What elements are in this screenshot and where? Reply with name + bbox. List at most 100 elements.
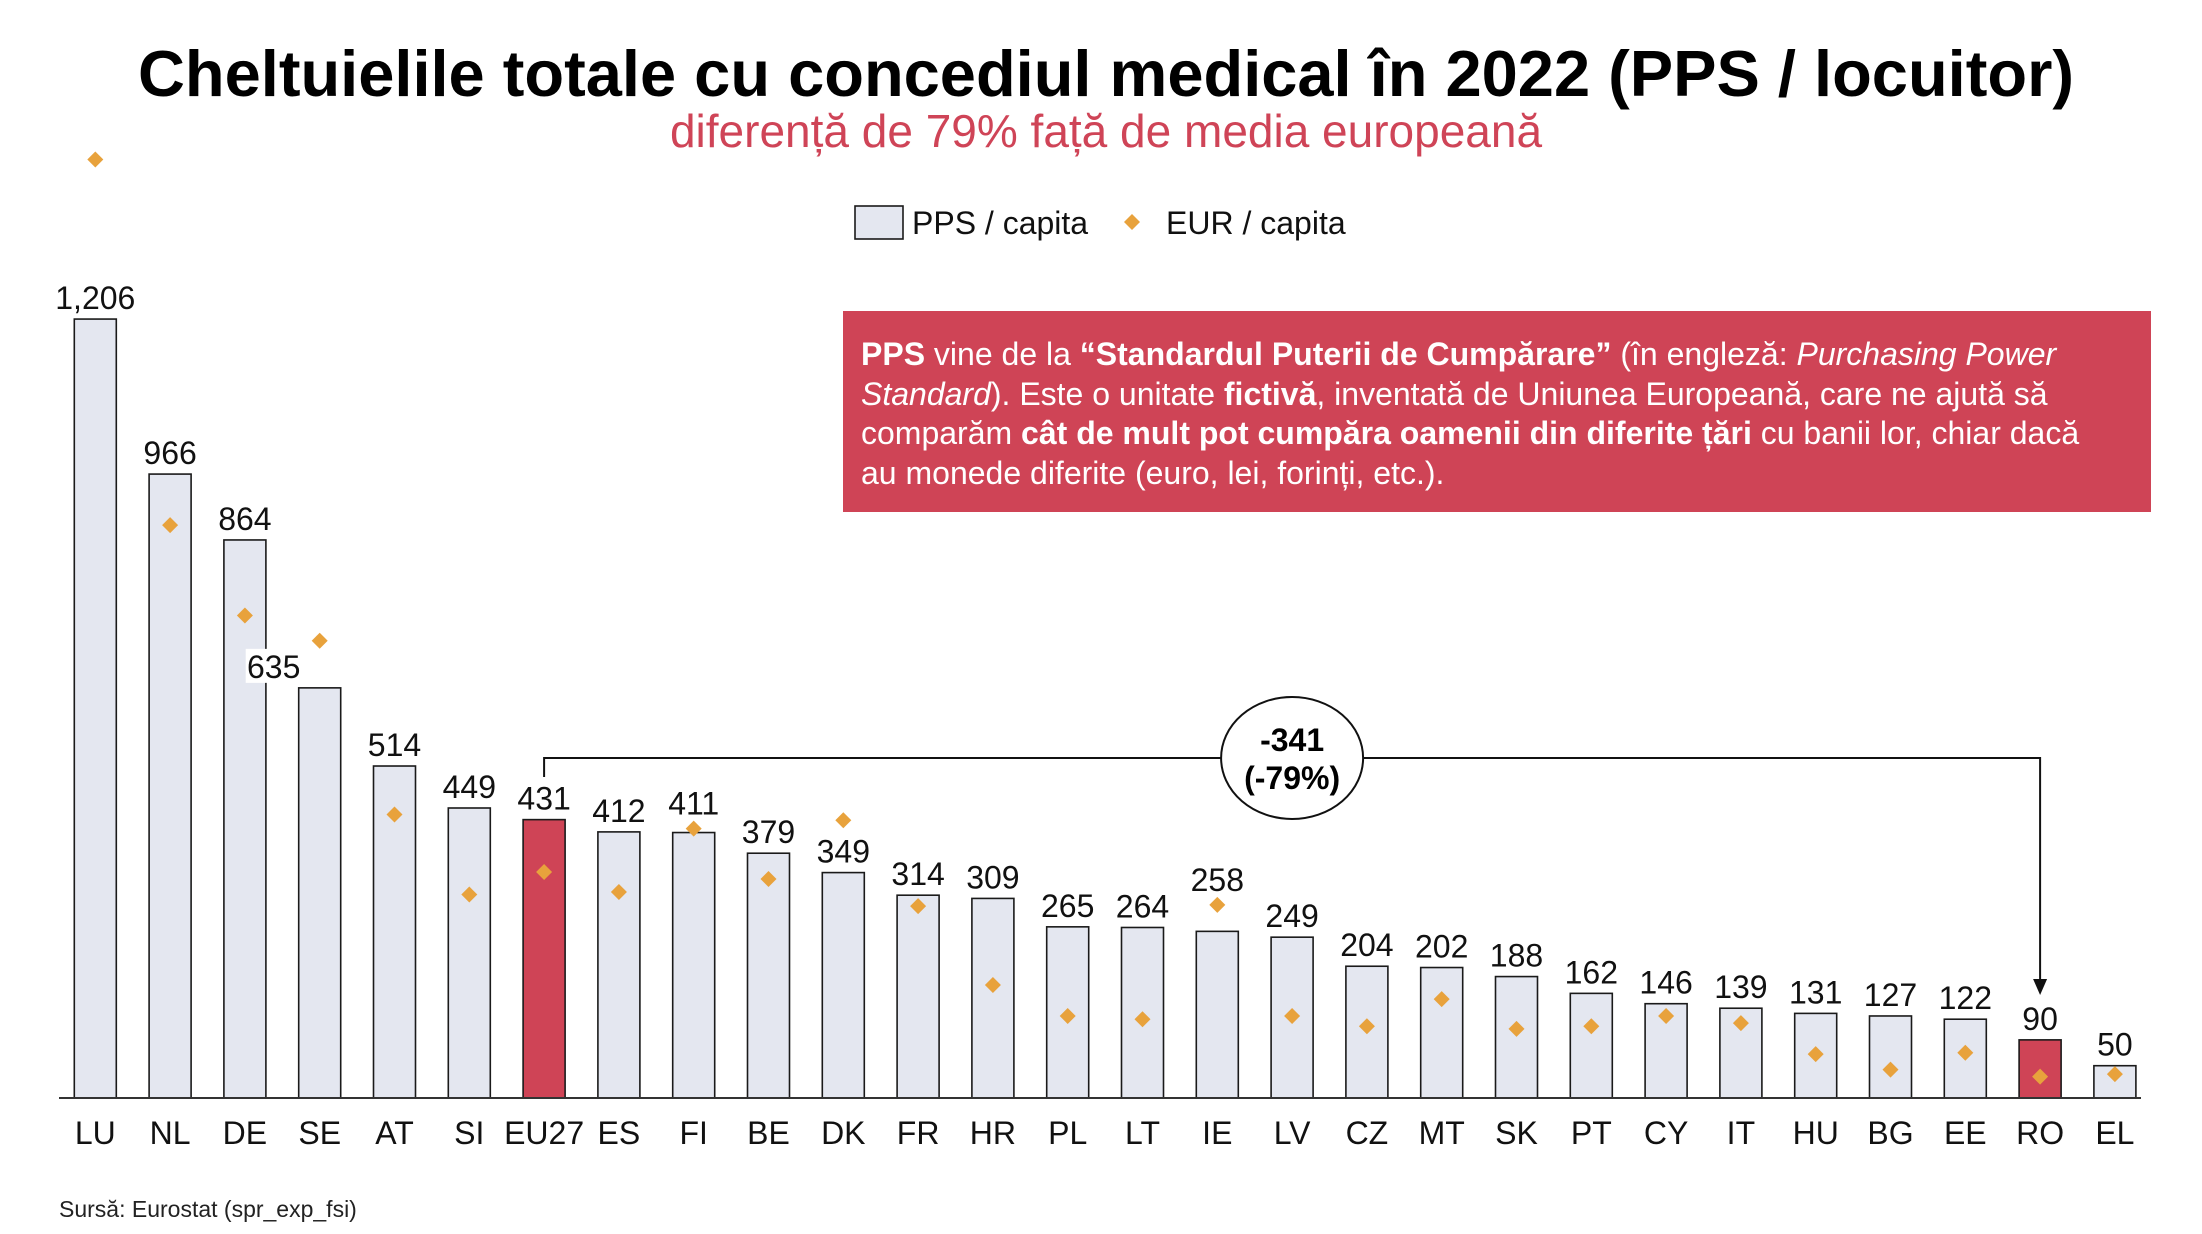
- value-label-lt: 264: [1116, 888, 1169, 924]
- value-label-bg: 127: [1864, 977, 1917, 1013]
- pps-info-text: fictivă: [1223, 375, 1317, 412]
- eur-marker-lu: [87, 151, 104, 168]
- arrow-down-icon: [2033, 979, 2048, 995]
- pps-info-text: au monede diferite (euro, lei, forinți, …: [861, 454, 1445, 491]
- category-label-lt: LT: [1125, 1115, 1160, 1151]
- eur-marker-be: [760, 871, 777, 888]
- value-label-nl: 966: [143, 435, 196, 471]
- value-label-cy: 146: [1639, 965, 1692, 1001]
- eur-marker-dk: [835, 812, 852, 829]
- category-label-se: SE: [298, 1115, 341, 1151]
- bar-mt: [1419, 966, 1464, 1099]
- category-label-at: AT: [375, 1115, 414, 1151]
- legend-label-eur: EUR / capita: [1166, 205, 1346, 241]
- value-label-es: 412: [592, 793, 645, 829]
- eur-marker-el: [2106, 1066, 2123, 1083]
- eur-marker-de: [236, 607, 253, 624]
- bar-lu: [73, 318, 118, 1099]
- gap-annotation-percent: (-79%): [1244, 760, 1340, 796]
- bar-si: [447, 807, 492, 1099]
- chart-title: Cheltuielile totale cu concediul medical…: [138, 37, 2074, 110]
- pps-info-text: vine de la: [925, 336, 1080, 372]
- eur-marker-at: [386, 806, 403, 823]
- value-label-pt: 162: [1565, 954, 1618, 990]
- eur-marker-hr: [984, 976, 1001, 993]
- gap-annotation: -341 (-79%): [543, 696, 2048, 995]
- category-label-ie: IE: [1202, 1115, 1232, 1151]
- pps-bars: [73, 318, 2137, 1099]
- value-label-background: [245, 648, 302, 683]
- legend-label-pps: PPS / capita: [912, 205, 1088, 241]
- category-label-fr: FR: [897, 1115, 940, 1151]
- pps-info-text: cu banii lor, chiar dacă: [1751, 415, 2080, 451]
- pps-info-box: PPS vine de la “Standardul Puterii de Cu…: [843, 311, 2151, 512]
- bar-de: [223, 539, 267, 1099]
- value-label-cz: 204: [1340, 927, 1393, 963]
- value-label-ie: 258: [1191, 862, 1244, 898]
- eur-marker-hu: [1807, 1046, 1824, 1063]
- eur-marker-lt: [1134, 1011, 1151, 1028]
- gap-annotation-value: -341: [1260, 722, 1324, 758]
- bar-bg: [1868, 1015, 1913, 1099]
- value-label-pl: 265: [1041, 888, 1094, 924]
- eur-marker-si: [461, 886, 478, 903]
- source-note: Sursă: Eurostat (spr_exp_fsi): [59, 1196, 357, 1222]
- eur-marker-ie: [1209, 896, 1226, 913]
- category-label-el: EL: [2095, 1115, 2134, 1151]
- value-label-ee: 122: [1939, 980, 1992, 1016]
- pps-info-text: “Standardul Puterii de Cumpărare”: [1079, 336, 1612, 372]
- value-label-be: 379: [742, 814, 795, 850]
- eur-marker-pt: [1583, 1018, 1600, 1035]
- category-label-nl: NL: [150, 1115, 191, 1151]
- category-label-lv: LV: [1274, 1115, 1311, 1151]
- category-label-eu27: EU27: [504, 1115, 584, 1151]
- category-label-pl: PL: [1048, 1115, 1087, 1151]
- category-label-si: SI: [454, 1115, 484, 1151]
- value-label-eu27: 431: [517, 781, 570, 817]
- eur-marker-es: [610, 883, 627, 900]
- bar-pl: [1045, 926, 1090, 1099]
- value-label-se: 635: [247, 649, 300, 685]
- category-label-hu: HU: [1793, 1115, 1839, 1151]
- bar-pt: [1569, 992, 1614, 1099]
- bar-sk: [1494, 975, 1539, 1099]
- category-label-bg: BG: [1867, 1115, 1913, 1151]
- pps-info-text: , inventată de Uniunea Europeană, care n…: [1316, 375, 2048, 412]
- eur-marker-sk: [1508, 1020, 1525, 1037]
- eur-markers: [87, 151, 2123, 1085]
- bar-hr: [971, 897, 1015, 1099]
- gap-annotation-ellipse: [1220, 696, 1365, 820]
- pps-info-text: Standard: [861, 375, 991, 412]
- category-label-ee: EE: [1944, 1115, 1987, 1151]
- eur-marker-se: [311, 632, 328, 649]
- value-label-hr: 309: [966, 859, 1019, 895]
- bar-es: [597, 831, 641, 1099]
- value-label-ro: 90: [2022, 1001, 2058, 1037]
- value-label-de: 864: [218, 501, 271, 537]
- category-label-be: BE: [747, 1115, 790, 1151]
- bar-ie: [1195, 930, 1240, 1099]
- category-label-es: ES: [598, 1115, 641, 1151]
- pps-info-text: (în engleză:: [1611, 336, 1797, 372]
- legend-marker-eur-diamond-icon: [1124, 214, 1140, 230]
- category-label-sk: SK: [1495, 1115, 1538, 1151]
- eur-marker-fr: [910, 898, 927, 915]
- value-label-fi: 411: [668, 786, 719, 822]
- bar-be: [746, 852, 791, 1099]
- legend-swatch-pps: [854, 205, 904, 240]
- bar-fi: [671, 831, 716, 1099]
- category-label-fi: FI: [679, 1115, 707, 1151]
- value-label-sk: 188: [1490, 938, 1543, 974]
- category-label-it: IT: [1727, 1115, 1755, 1151]
- value-label-el: 50: [2097, 1027, 2133, 1063]
- pps-info-text: Purchasing Power: [1796, 336, 2057, 372]
- eur-marker-cz: [1358, 1018, 1375, 1035]
- category-label-hr: HR: [970, 1115, 1016, 1151]
- category-label-dk: DK: [821, 1115, 865, 1151]
- pps-info-line: Standard). Este o unitate fictivă, inven…: [861, 375, 2133, 415]
- value-label-mt: 202: [1415, 929, 1468, 965]
- value-label-lv: 249: [1265, 898, 1318, 934]
- value-label-at: 514: [368, 727, 421, 763]
- eur-marker-lv: [1284, 1007, 1301, 1024]
